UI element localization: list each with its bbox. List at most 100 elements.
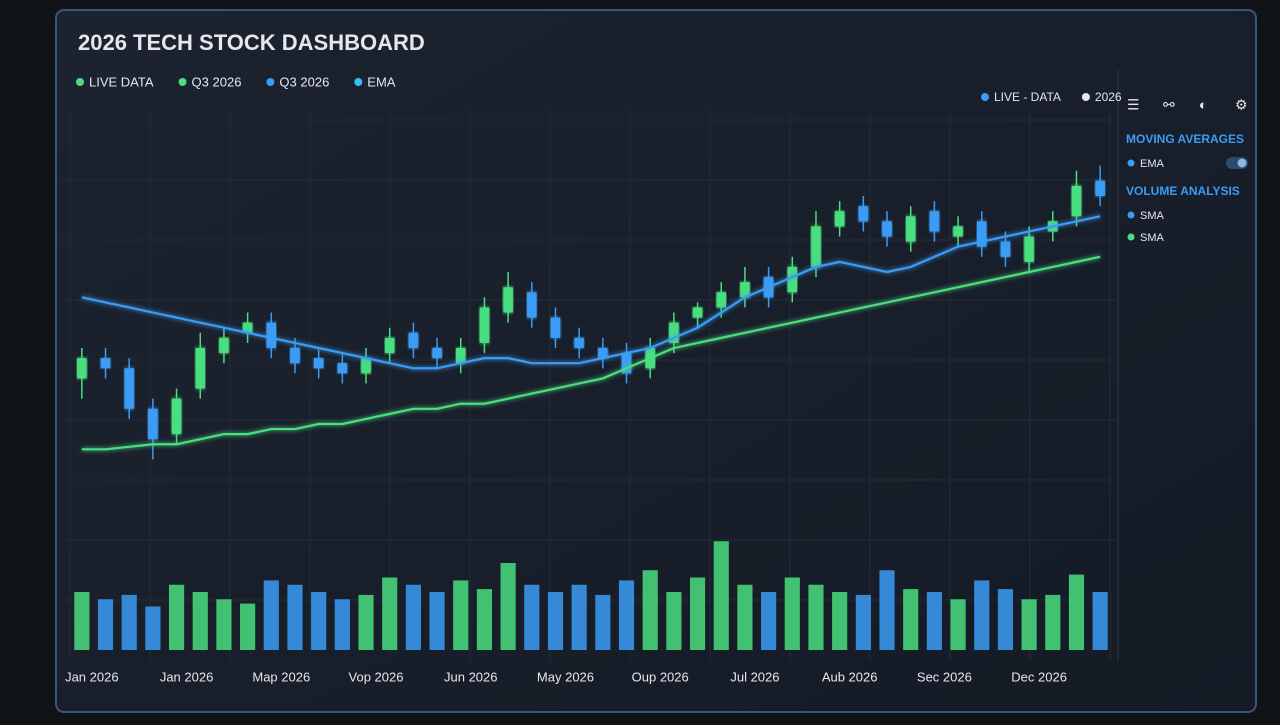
status-dot — [981, 93, 989, 101]
volume-bar — [784, 577, 800, 650]
volume-bar — [382, 577, 398, 650]
volume-bar — [429, 592, 445, 650]
candle-body — [621, 353, 632, 374]
candle-body — [811, 226, 821, 267]
candle-body — [692, 307, 703, 318]
volume-bar — [571, 584, 587, 650]
toolbar-icon[interactable]: ⚙ — [1235, 97, 1248, 113]
candle-body — [740, 282, 750, 298]
volume-bar — [240, 603, 256, 650]
candle-body — [124, 368, 134, 409]
legend-label: LIVE DATA — [89, 74, 154, 89]
volume-bar — [737, 584, 753, 650]
volume-bar — [974, 580, 990, 650]
title: 2026 TECH STOCK DASHBOARD — [78, 30, 425, 55]
candle-body — [479, 307, 490, 343]
toggle-knob — [1237, 158, 1247, 168]
volume-bar — [1021, 599, 1037, 650]
volume-bar — [595, 594, 611, 650]
candle-body — [242, 322, 253, 333]
candle-body — [195, 348, 205, 389]
grid — [60, 110, 1116, 660]
volume-bar — [311, 592, 327, 650]
x-tick-label: Jul 2026 — [730, 669, 779, 684]
candle-body — [787, 266, 798, 293]
item-label: SMA — [1140, 210, 1165, 222]
status-label: 2026 — [1095, 90, 1122, 104]
candle-body — [148, 408, 158, 440]
volume-bar — [832, 592, 848, 650]
section-title: VOLUME ANALYSIS — [1126, 184, 1240, 198]
x-tick-label: Sec 2026 — [917, 669, 972, 684]
candle-body — [550, 317, 561, 338]
volume-bar — [192, 592, 208, 650]
candle-body — [669, 322, 679, 343]
volume-bar — [145, 606, 161, 650]
volume-bar — [950, 599, 966, 650]
average-line — [81, 255, 1101, 451]
candle-body — [266, 322, 277, 348]
volume-bar — [1068, 574, 1085, 650]
legend-dot — [266, 78, 275, 86]
status-dot — [1081, 93, 1090, 101]
item-label: SMA — [1140, 232, 1165, 244]
candle-body — [929, 211, 940, 232]
volume-bar — [689, 577, 706, 650]
candle-body — [1000, 241, 1011, 257]
volume-bar — [97, 599, 114, 650]
volume-bar — [855, 594, 871, 650]
candle-body — [977, 221, 987, 247]
candle-body — [337, 363, 348, 374]
volume-bar — [666, 592, 682, 650]
x-tick-label: Jan 2026 — [160, 669, 214, 684]
candle-body — [313, 358, 324, 369]
x-tick-label: Jan 2026 — [65, 669, 119, 684]
volume-bar — [524, 584, 540, 650]
x-tick-label: May 2026 — [537, 669, 594, 684]
volume-bar — [168, 584, 185, 650]
candle-body — [574, 337, 584, 348]
volume-bar — [618, 580, 635, 650]
item-label: EMA — [1140, 158, 1165, 170]
legend-label: Q3 2026 — [279, 74, 329, 89]
candle-body — [384, 337, 395, 354]
candle-body — [408, 332, 419, 348]
volume-bar — [903, 589, 919, 650]
item-dot — [1127, 211, 1135, 219]
candle-body — [1024, 236, 1034, 262]
item-dot — [1127, 233, 1135, 241]
candle-body — [1071, 185, 1082, 217]
candle-body — [598, 348, 608, 359]
x-tick-label: Dec 2026 — [1011, 669, 1067, 684]
candle-body — [834, 211, 845, 227]
candle-body — [882, 221, 892, 237]
panel — [55, 9, 1257, 713]
toolbar-icon[interactable]: ◐ — [1199, 97, 1207, 113]
volume-bar — [263, 580, 279, 650]
x-tick-label: Aub 2026 — [822, 669, 878, 684]
volume-bar — [216, 599, 232, 650]
legend-dot — [354, 78, 363, 86]
volume-bar — [334, 599, 350, 650]
legend-dot — [178, 78, 187, 86]
candle-body — [219, 337, 229, 354]
x-tick-label: Map 2026 — [252, 669, 310, 684]
volume-bar — [879, 570, 895, 650]
candle-body — [290, 348, 300, 364]
x-tick-label: Oup 2026 — [632, 669, 689, 684]
candle-body — [905, 216, 916, 242]
toolbar-icon[interactable]: ⚯ — [1163, 97, 1175, 113]
x-tick-label: Jun 2026 — [444, 669, 498, 684]
volume-bar — [476, 589, 493, 650]
toolbar-icon[interactable]: ☰ — [1127, 97, 1140, 113]
legend-label: EMA — [367, 74, 396, 89]
candle-body — [77, 358, 87, 379]
status-label: LIVE - DATA — [994, 90, 1061, 104]
candle-body — [527, 292, 537, 318]
volume-bar — [500, 563, 516, 650]
average-line — [81, 215, 1101, 370]
volume-bar — [453, 580, 469, 650]
candle-body — [503, 287, 513, 313]
